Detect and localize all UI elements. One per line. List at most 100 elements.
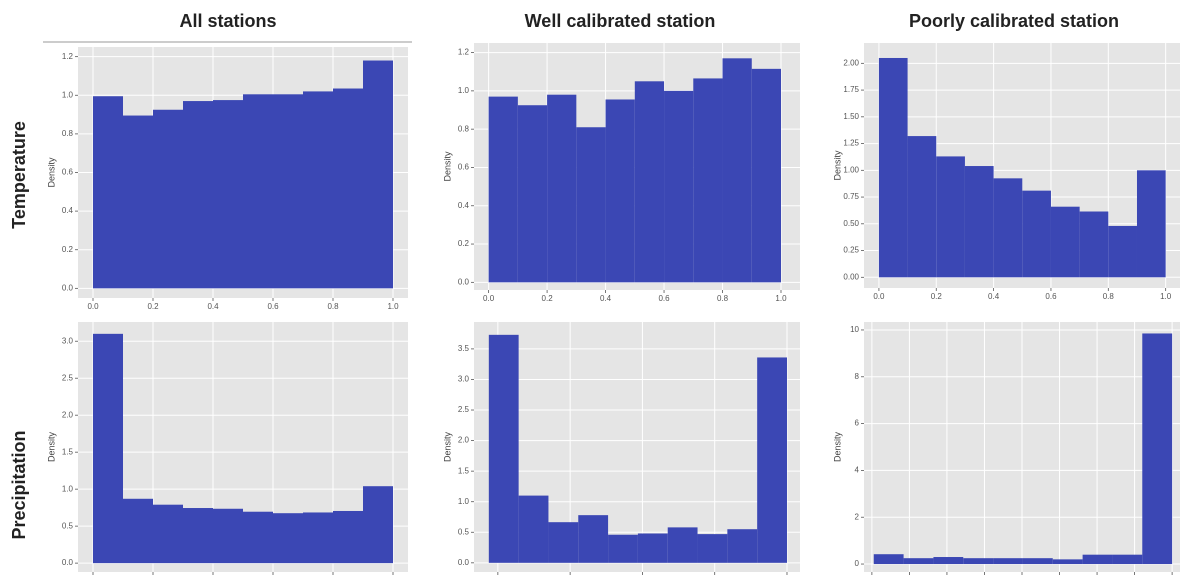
- bar: [1022, 190, 1051, 278]
- bar: [547, 94, 577, 283]
- y-tick-label: 4: [855, 466, 860, 475]
- bar: [1108, 225, 1137, 278]
- y-tick-label: 1.0: [62, 484, 74, 493]
- y-tick-label: 1.0: [62, 90, 74, 99]
- bar: [183, 101, 213, 289]
- bar: [576, 127, 606, 283]
- x-tick-label: 0.0: [87, 302, 99, 311]
- y-tick-label: 1.75: [843, 85, 859, 94]
- bar: [1079, 211, 1109, 278]
- bar: [273, 513, 303, 564]
- x-tick-label: 0.8: [327, 302, 339, 311]
- y-axis-label: Density: [46, 431, 56, 462]
- x-tick-label: 0.6: [267, 302, 279, 311]
- x-tick-label: 0.6: [658, 294, 670, 303]
- y-axis-label: Density: [46, 157, 56, 188]
- y-tick-label: 10: [850, 325, 859, 334]
- y-tick-label: 1.00: [843, 165, 859, 174]
- y-axis-label: Density: [832, 431, 842, 462]
- x-tick-label: 0.8: [1103, 292, 1115, 301]
- bar: [517, 105, 548, 283]
- x-tick-label: 0.4: [207, 302, 219, 311]
- bar: [333, 88, 363, 289]
- bar: [722, 58, 752, 283]
- row-title: Precipitation: [9, 430, 29, 539]
- bar: [907, 136, 937, 278]
- x-tick-label: 0.0: [483, 294, 495, 303]
- y-tick-label: 1.0: [458, 497, 470, 506]
- bar: [1142, 333, 1173, 565]
- x-tick-label: 0.0: [873, 292, 885, 301]
- bar: [757, 357, 787, 563]
- bar: [697, 534, 728, 563]
- bar: [153, 504, 183, 564]
- y-tick-label: 0.5: [458, 527, 470, 536]
- y-tick-label: 0.4: [458, 201, 470, 210]
- column-title: Well calibrated station: [525, 11, 716, 31]
- bar: [693, 78, 723, 283]
- y-tick-label: 0.75: [843, 192, 859, 201]
- bar: [93, 96, 123, 289]
- bar: [667, 527, 698, 563]
- bar: [93, 333, 123, 564]
- bar: [303, 512, 333, 564]
- bar: [933, 557, 964, 565]
- y-tick-label: 0.0: [458, 558, 470, 567]
- y-tick-label: 2.5: [62, 373, 74, 382]
- y-tick-label: 0.0: [458, 277, 470, 286]
- y-tick-label: 0.8: [458, 124, 470, 133]
- y-tick-label: 1.5: [458, 466, 470, 475]
- y-axis-label: Density: [442, 151, 452, 182]
- bar: [873, 554, 904, 565]
- y-tick-label: 1.2: [62, 52, 74, 61]
- bar: [213, 100, 243, 289]
- bar: [363, 486, 393, 564]
- y-tick-label: 0.6: [62, 168, 74, 177]
- column-title: All stations: [179, 11, 276, 31]
- bar: [903, 558, 934, 565]
- y-tick-label: 1.50: [843, 112, 859, 121]
- bar: [751, 68, 781, 283]
- bar: [213, 508, 243, 564]
- bar: [1022, 558, 1053, 565]
- bar: [637, 533, 668, 563]
- y-tick-label: 2.0: [458, 436, 470, 445]
- y-tick-label: 2.0: [62, 410, 74, 419]
- x-tick-label: 0.2: [542, 294, 554, 303]
- y-tick-label: 1.5: [62, 447, 74, 456]
- bar: [273, 94, 303, 289]
- y-tick-label: 3.5: [458, 344, 470, 353]
- y-tick-label: 0.00: [843, 272, 859, 281]
- y-tick-label: 8: [855, 372, 860, 381]
- x-tick-label: 0.4: [600, 294, 612, 303]
- y-tick-label: 0.6: [458, 163, 470, 172]
- bar: [727, 529, 758, 563]
- y-tick-label: 3.0: [458, 375, 470, 384]
- y-axis-label: Density: [832, 150, 842, 181]
- bar: [664, 90, 694, 283]
- y-tick-label: 0.0: [62, 558, 74, 567]
- y-tick-label: 0.2: [62, 245, 74, 254]
- bar: [243, 94, 273, 289]
- y-tick-label: 1.2: [458, 48, 470, 57]
- y-tick-label: 6: [855, 419, 860, 428]
- bar: [578, 515, 609, 563]
- x-tick-label: 1.0: [387, 302, 399, 311]
- y-tick-label: 2.5: [458, 405, 470, 414]
- x-tick-label: 1.0: [775, 294, 787, 303]
- y-axis-label: Density: [442, 431, 452, 462]
- x-tick-label: 1.0: [1160, 292, 1172, 301]
- bar: [303, 91, 333, 289]
- bar: [878, 57, 908, 278]
- bar: [1050, 206, 1080, 278]
- y-tick-label: 1.25: [843, 139, 859, 148]
- y-tick-label: 0.50: [843, 219, 859, 228]
- y-tick-label: 0.4: [62, 206, 74, 215]
- bar: [993, 558, 1023, 565]
- bar: [993, 178, 1023, 278]
- bar: [333, 510, 363, 564]
- bar: [153, 109, 183, 289]
- y-tick-label: 0.0: [62, 283, 74, 292]
- y-tick-label: 2: [855, 512, 860, 521]
- bar: [488, 334, 519, 563]
